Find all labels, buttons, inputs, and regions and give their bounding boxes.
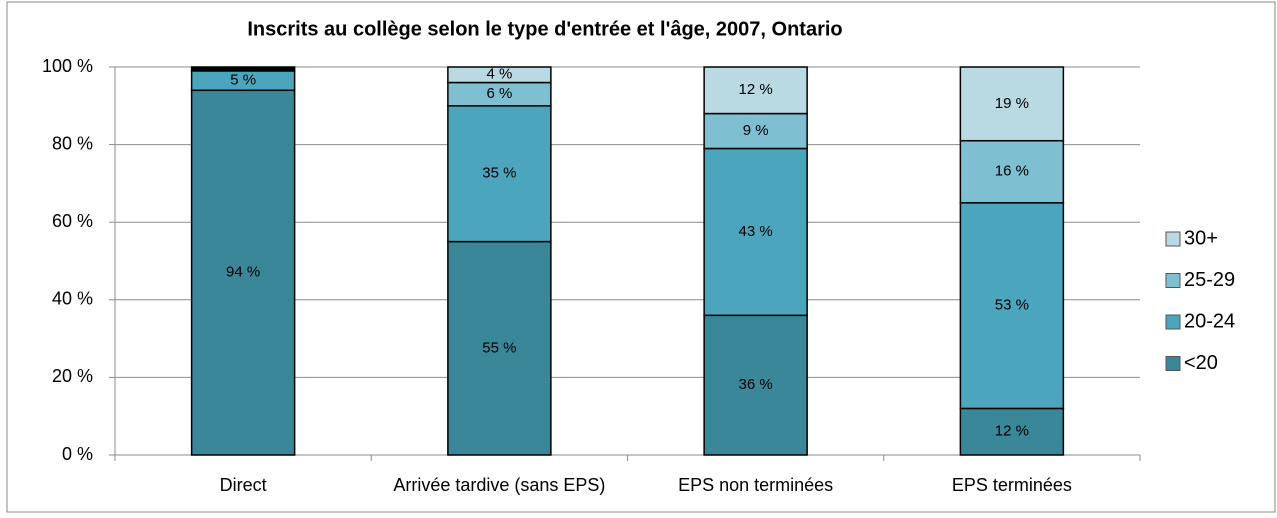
data-label: 12 % — [739, 81, 773, 98]
legend-swatch — [1165, 356, 1181, 371]
bar-segment — [447, 66, 552, 84]
data-label: 9 % — [743, 122, 769, 139]
bar-segment — [959, 407, 1065, 456]
legend-label: <20 — [1184, 352, 1218, 374]
x-tick-label: Arrivée tardive (sans EPS) — [393, 475, 605, 495]
legend-swatch — [1165, 231, 1181, 247]
y-tick-label: 20 % — [52, 366, 93, 386]
bar-segment — [703, 314, 808, 456]
legend-swatch — [1165, 314, 1181, 330]
frame — [6, 1, 1276, 513]
data-label: 12 % — [995, 423, 1029, 440]
bar-segment — [190, 66, 296, 72]
bar-segment — [703, 112, 808, 150]
y-tick-label: 40 % — [52, 289, 93, 309]
bar-segment — [447, 105, 552, 243]
bar-segment — [190, 89, 296, 456]
legend-label: 25-29 — [1184, 269, 1235, 291]
data-label: 4 % — [486, 66, 512, 83]
data-label: 55 % — [482, 339, 516, 356]
legend-label: 20-24 — [1184, 310, 1235, 332]
y-tick-label: 100 % — [42, 56, 93, 76]
y-tick-label: 60 % — [52, 211, 93, 231]
bar-segment — [959, 66, 1065, 142]
bar-segment — [447, 240, 552, 456]
data-label: 53 % — [995, 297, 1029, 314]
data-label: 94 % — [226, 264, 260, 281]
data-label: 5 % — [230, 72, 256, 89]
bar-segment — [959, 139, 1065, 204]
legend-swatch — [1165, 273, 1181, 288]
chart-title: Inscrits au collège selon le type d'entr… — [247, 18, 842, 40]
data-label: 6 % — [486, 85, 512, 102]
data-label: 36 % — [739, 376, 773, 393]
legend-label: 30+ — [1184, 227, 1218, 249]
x-tick-label: EPS terminées — [952, 475, 1072, 495]
y-tick-label: 80 % — [52, 133, 93, 153]
x-tick-label: Direct — [220, 475, 267, 495]
y-tick-label: 0 % — [62, 444, 93, 464]
bar-segment — [703, 66, 808, 115]
data-label: 35 % — [482, 165, 516, 182]
data-label: 16 % — [995, 163, 1029, 180]
data-label: 43 % — [739, 223, 773, 240]
data-label: 19 % — [995, 95, 1029, 112]
x-tick-label: EPS non terminées — [678, 475, 833, 495]
bar-segment — [959, 202, 1065, 410]
